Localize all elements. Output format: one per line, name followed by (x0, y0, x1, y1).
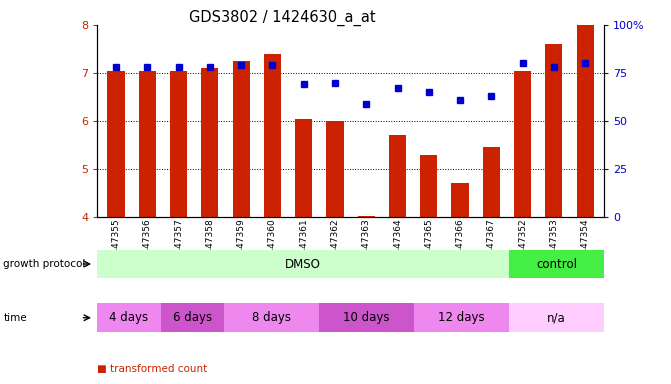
Text: 4 days: 4 days (109, 311, 148, 324)
Bar (326, 121, 344, 217)
Bar (139, 71, 156, 217)
Bar (170, 71, 187, 217)
Text: GDS3802 / 1424630_a_at: GDS3802 / 1424630_a_at (189, 10, 375, 26)
Text: growth protocol: growth protocol (3, 259, 86, 269)
Text: n/a: n/a (547, 311, 566, 324)
Text: DMSO: DMSO (285, 258, 321, 270)
Bar (358, 216, 375, 217)
Bar (233, 61, 250, 217)
Text: 8 days: 8 days (252, 311, 291, 324)
Bar (107, 71, 125, 217)
Bar (482, 147, 500, 217)
Text: control: control (536, 258, 577, 270)
Text: 6 days: 6 days (172, 311, 212, 324)
Text: 12 days: 12 days (438, 311, 484, 324)
Text: time: time (3, 313, 27, 323)
Bar (264, 54, 281, 217)
Bar (576, 25, 594, 217)
Bar (452, 184, 468, 217)
Text: 10 days: 10 days (343, 311, 390, 324)
Bar (201, 68, 219, 217)
Bar (514, 71, 531, 217)
Bar (546, 44, 562, 217)
Bar (389, 136, 406, 217)
Text: ■ transformed count: ■ transformed count (97, 364, 207, 374)
Bar (295, 119, 312, 217)
Bar (420, 155, 437, 217)
